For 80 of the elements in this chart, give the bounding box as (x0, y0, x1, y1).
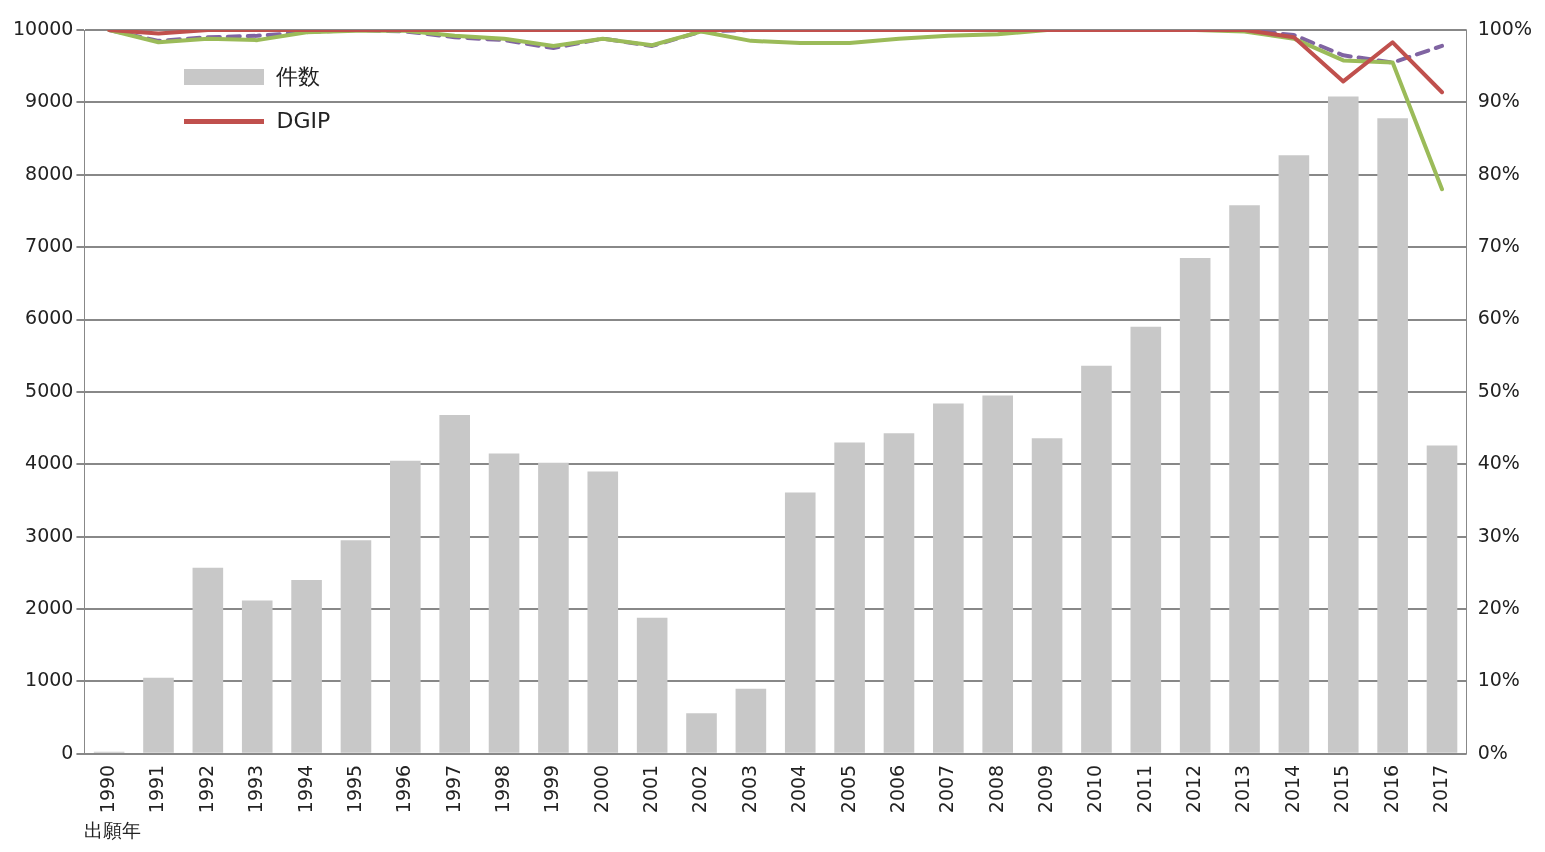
bar (1377, 118, 1408, 753)
bar (1031, 438, 1063, 753)
bar (1327, 96, 1359, 753)
x-tick-label: 1992 (194, 764, 217, 814)
y2-tick-label: 0% (1477, 740, 1508, 763)
x-tick-label: 2012 (1182, 764, 1205, 814)
bar (784, 492, 816, 753)
x-tick-label: 1993 (244, 764, 267, 814)
y2-tick-label: 90% (1477, 89, 1520, 112)
bar (291, 580, 322, 753)
x-tick-label: 2005 (836, 764, 859, 814)
bar (636, 617, 668, 753)
bar (1081, 365, 1112, 753)
bar (933, 403, 964, 753)
x-tick-label: 2011 (1132, 764, 1155, 814)
x-axis-title: 出願年 (84, 818, 142, 841)
bar (390, 460, 421, 753)
x-tick-label: 2008 (984, 764, 1007, 814)
x-tick-label: 2017 (1428, 764, 1451, 814)
y-tick-label: 0 (61, 740, 74, 763)
bar (1426, 445, 1458, 753)
bar (1278, 155, 1310, 753)
x-tick-label: 2013 (1231, 764, 1254, 814)
bar (1130, 326, 1162, 753)
x-tick-label: 1991 (145, 764, 168, 814)
y-tick-label: 2000 (25, 596, 74, 619)
x-tick-label: 2004 (787, 764, 810, 814)
x-tick-label: 2009 (1034, 764, 1057, 814)
x-tick-label: 2007 (935, 764, 958, 814)
x-tick-label: 2014 (1280, 764, 1303, 814)
x-tick-label: 2001 (639, 764, 662, 814)
x-tick-label: 2006 (885, 764, 908, 814)
bar (834, 442, 865, 753)
bar (883, 433, 915, 753)
y2-tick-label: 60% (1477, 306, 1520, 329)
x-tick-label: 1998 (490, 764, 513, 814)
y-tick-label: 6000 (25, 306, 74, 329)
bar (439, 415, 470, 753)
x-tick-label: 2000 (589, 764, 612, 814)
bar (1229, 205, 1260, 753)
x-tick-label: 1996 (392, 764, 415, 814)
bar (192, 567, 224, 753)
x-tick-label: 1999 (540, 764, 563, 814)
y2-tick-label: 20% (1477, 596, 1520, 619)
bar (1179, 258, 1211, 753)
x-tick-label: 1997 (441, 764, 464, 814)
legend-label: 件数 (276, 63, 321, 91)
x-tick-label: 2015 (1330, 764, 1353, 814)
y-tick-label: 9000 (25, 89, 74, 112)
y2-tick-label: 50% (1477, 378, 1520, 401)
x-tick-label: 1990 (96, 764, 119, 814)
bar (241, 600, 273, 753)
bar (143, 677, 174, 753)
x-tick-label: 2003 (737, 764, 760, 814)
y-tick-label: 1000 (25, 668, 74, 691)
y2-tick-label: 80% (1477, 161, 1520, 184)
bar (488, 453, 520, 753)
bar (686, 713, 717, 753)
y2-tick-label: 10% (1477, 668, 1520, 691)
y-tick-label: 7000 (25, 234, 74, 257)
y-tick-label: 4000 (25, 451, 74, 474)
x-tick-label: 2002 (688, 764, 711, 814)
y-tick-label: 3000 (25, 523, 74, 546)
y-tick-label: 10000 (12, 16, 74, 39)
y-tick-label: 8000 (25, 161, 74, 184)
legend-label: DGIP (276, 107, 331, 135)
bar (587, 471, 619, 753)
bar (982, 395, 1014, 753)
x-tick-label: 2010 (1083, 764, 1106, 814)
x-tick-label: 2016 (1379, 764, 1402, 814)
bar (538, 462, 569, 753)
y2-tick-label: 30% (1477, 523, 1520, 546)
y2-tick-label: 40% (1477, 451, 1520, 474)
bar (735, 688, 767, 753)
y2-tick-label: 70% (1477, 234, 1520, 257)
y2-tick-label: 100% (1477, 16, 1533, 39)
x-tick-label: 1995 (342, 764, 365, 814)
bar (340, 540, 372, 753)
y-tick-label: 5000 (25, 378, 74, 401)
x-tick-label: 1994 (293, 764, 316, 814)
